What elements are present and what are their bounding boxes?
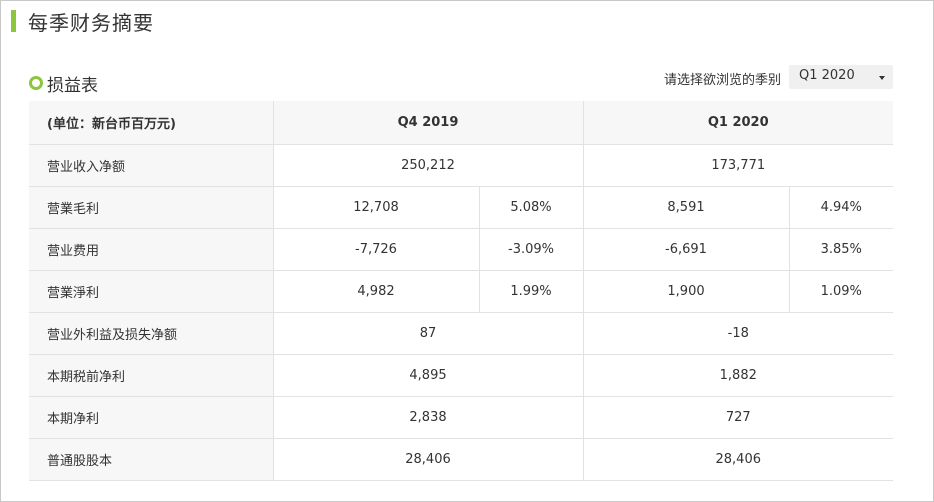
q1-value: 8,591 [583,186,790,229]
q1-percent: 1.09% [789,270,893,313]
q1-value: -18 [583,312,893,355]
q4-percent: 5.08% [479,186,584,229]
quarter-select-label: 请选择欲浏览的季别 [663,73,781,88]
q1-value: 28,406 [583,438,893,481]
q1-value: 727 [583,396,893,439]
q1-value: 173,771 [583,144,893,187]
q4-value: 12,708 [273,186,480,229]
table-header-row: (单位：新台币百万元) Q4 2019 Q1 2020 [29,101,893,145]
row-label: 营業淨利 [29,270,274,313]
q4-value: 2,838 [273,396,584,439]
table-row: 本期净利 2,838 727 [29,396,893,439]
row-label: 普通股股本 [29,438,274,481]
section-title: 损益表 [47,76,98,96]
income-statement-header: 损益表 请选择欲浏览的季别 Q1 2020 [29,65,893,103]
q4-value: -7,726 [273,228,480,271]
table-row: 普通股股本 28,406 28,406 [29,438,893,481]
q1-value: -6,691 [583,228,790,271]
column-header-q4-2019: Q4 2019 [273,101,584,145]
circle-icon [29,76,43,90]
q4-value: 4,895 [273,354,584,397]
q4-value: 4,982 [273,270,480,313]
accent-bar [11,10,16,32]
q1-percent: 3.85% [789,228,893,271]
row-label: 营业外利益及损失净额 [29,312,274,355]
q4-percent: -3.09% [479,228,584,271]
table-row: 营業毛利 12,708 5.08% 8,591 4.94% [29,186,893,229]
row-label: 营业费用 [29,228,274,271]
income-statement-table: (单位：新台币百万元) Q4 2019 Q1 2020 营业收入净额 250,2… [29,101,893,481]
row-label: 本期净利 [29,396,274,439]
table-row: 营业外利益及损失净额 87 -18 [29,312,893,355]
page-header: 每季财务摘要 [11,7,154,35]
row-label: 营业收入净额 [29,144,274,187]
table-row: 营業淨利 4,982 1.99% 1,900 1.09% [29,270,893,313]
table-row: 营业费用 -7,726 -3.09% -6,691 3.85% [29,228,893,271]
q4-percent: 1.99% [479,270,584,313]
q4-value: 28,406 [273,438,584,481]
unit-label: (单位：新台币百万元) [29,101,274,145]
row-label: 营業毛利 [29,186,274,229]
row-label: 本期税前净利 [29,354,274,397]
q4-value: 87 [273,312,584,355]
table-row: 营业收入净额 250,212 173,771 [29,144,893,187]
table-row: 本期税前净利 4,895 1,882 [29,354,893,397]
caret-down-icon [879,76,885,80]
quarter-select[interactable]: Q1 2020 [789,65,893,89]
q1-percent: 4.94% [789,186,893,229]
column-header-q1-2020: Q1 2020 [583,101,893,145]
q1-value: 1,882 [583,354,893,397]
page-title: 每季财务摘要 [28,10,154,35]
quarter-select-value: Q1 2020 [799,68,855,83]
q4-value: 250,212 [273,144,584,187]
q1-value: 1,900 [583,270,790,313]
